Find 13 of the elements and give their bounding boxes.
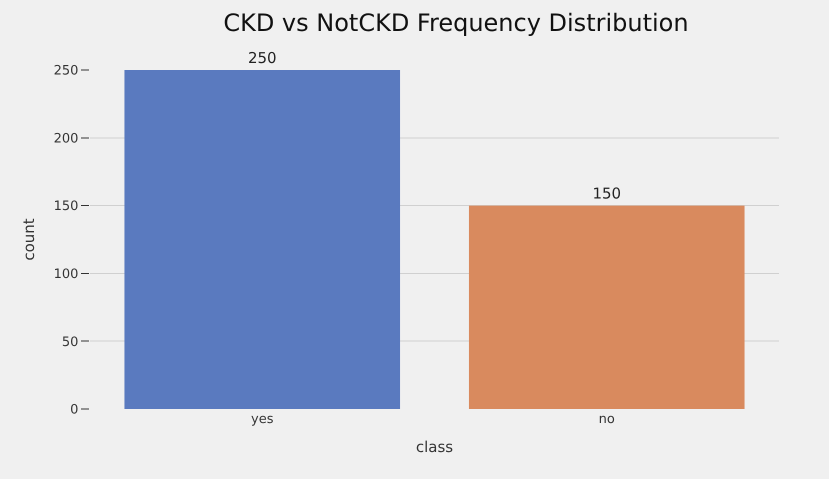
data-label: 250 — [248, 49, 277, 67]
y-tick-label: 200 — [54, 131, 78, 146]
y-tick-label: 0 — [70, 402, 78, 418]
y-tick-label: 150 — [54, 199, 78, 214]
x-tick-label: yes — [251, 412, 274, 427]
y-tick-label: 100 — [54, 266, 78, 282]
x-axis-title: class — [416, 438, 454, 456]
y-axis-title: count — [20, 218, 38, 261]
x-tick-label: no — [598, 412, 615, 427]
chart-title: CKD vs NotCKD Frequency Distribution — [223, 9, 689, 38]
data-label: 150 — [592, 184, 622, 203]
y-tick-label: 50 — [62, 334, 78, 350]
y-tick-label: 250 — [54, 64, 78, 79]
